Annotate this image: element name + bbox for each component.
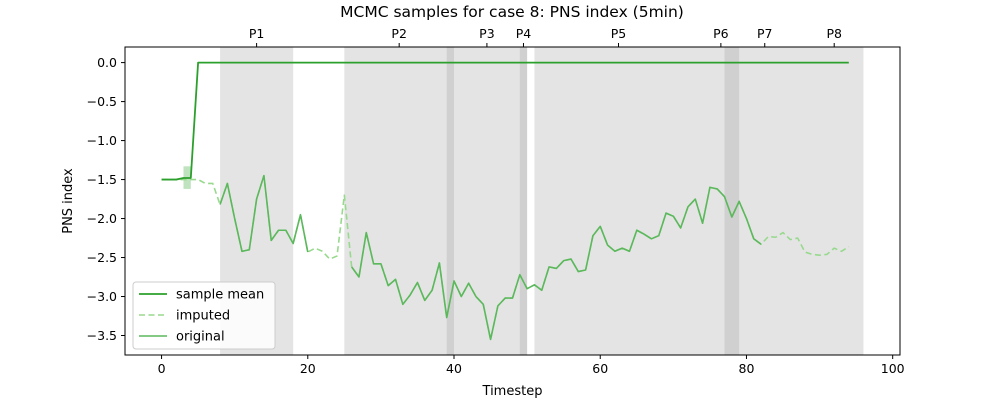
period-labels: P1 P2 P3 P4 P5 P6 P7 P8 (249, 26, 842, 47)
legend-box (132, 281, 276, 350)
y-tick-label: −3.0 (87, 289, 117, 304)
legend-label-sample-mean: sample mean (176, 288, 264, 303)
series-sample-mean-line (161, 61, 849, 181)
period-label-p7: P7 (757, 26, 773, 41)
x-tick-label: 20 (300, 361, 316, 376)
series-original-line (219, 174, 762, 341)
period-band-p7 (724, 47, 805, 355)
y-tick-label: −2.0 (87, 211, 117, 226)
legend-label-original: original (176, 330, 225, 345)
y-tick-label: −3.5 (87, 328, 117, 343)
period-label-p1: P1 (249, 26, 265, 41)
period-bands (220, 47, 864, 355)
period-label-p4: P4 (516, 26, 532, 41)
y-tick-label: −1.5 (87, 172, 117, 187)
y-tick-label: 0.0 (97, 55, 117, 70)
x-axis-label: Timestep (482, 384, 543, 399)
period-label-p2: P2 (391, 26, 407, 41)
period-band-p4 (519, 47, 528, 355)
plot-frame (124, 46, 901, 356)
period-label-p8: P8 (826, 26, 842, 41)
legend-label-imputed: imputed (176, 309, 230, 324)
period-band-p2 (344, 47, 455, 355)
period-band-p5 (534, 47, 703, 355)
y-axis-label: PNS index (61, 168, 76, 234)
period-band-p6 (702, 47, 740, 355)
period-label-p6: P6 (713, 26, 729, 41)
period-label-p3: P3 (479, 26, 495, 41)
chart-title: MCMC samples for case 8: PNS index (5min… (340, 3, 684, 21)
period-band-p3 (446, 47, 528, 355)
period-band-p8 (804, 47, 864, 355)
period-label-p5: P5 (611, 26, 627, 41)
series-layer (161, 61, 850, 341)
x-tick-label: 40 (446, 361, 462, 376)
x-tick-label: 0 (158, 361, 166, 376)
x-tick-label: 100 (881, 361, 905, 376)
y-tick-label: −0.5 (87, 94, 117, 109)
x-axis: 0 20 40 60 80 100 (158, 355, 905, 376)
x-tick-label: 60 (592, 361, 608, 376)
y-axis: 0.0 −0.5 −1.0 −1.5 −2.0 −2.5 −3.0 −3.5 (87, 55, 125, 343)
y-tick-label: −1.0 (87, 133, 117, 148)
y-tick-label: −2.5 (87, 250, 117, 265)
legend: sample mean imputed original (132, 281, 276, 350)
x-tick-label: 80 (739, 361, 755, 376)
